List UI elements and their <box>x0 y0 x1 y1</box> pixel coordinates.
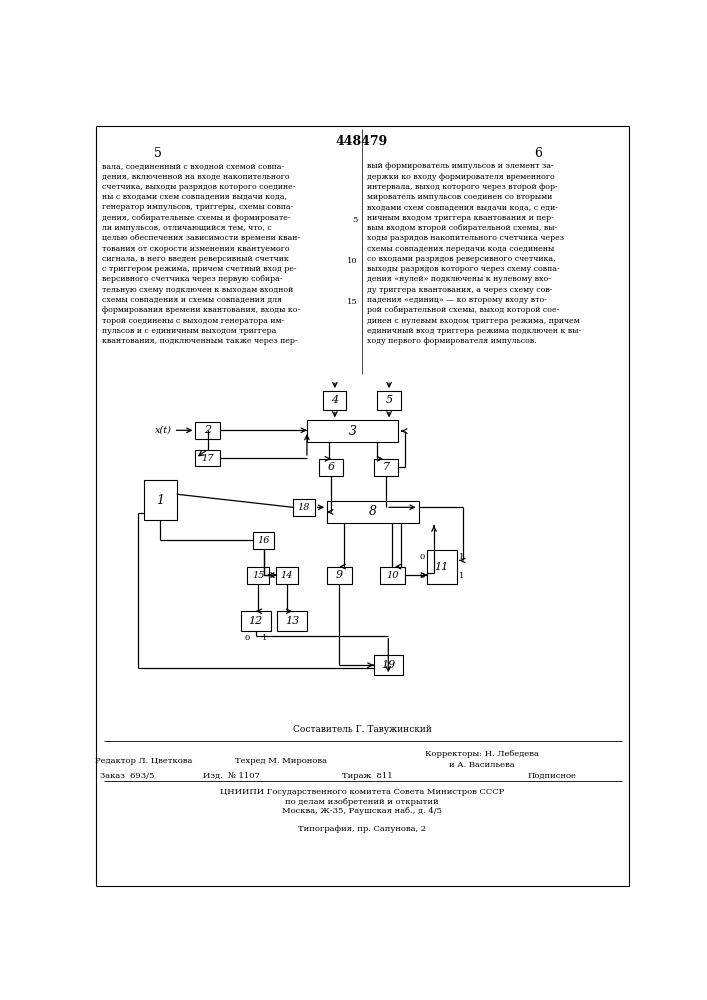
Text: 18: 18 <box>298 503 310 512</box>
Text: 2: 2 <box>204 425 211 435</box>
Text: 10: 10 <box>386 571 399 580</box>
Text: ЦНИИПИ Государственного комитета Совета Министров СССР: ЦНИИПИ Государственного комитета Совета … <box>220 788 504 796</box>
Bar <box>195 422 220 439</box>
Text: 15: 15 <box>252 571 264 580</box>
Text: 7: 7 <box>382 462 390 472</box>
Text: Типография, пр. Сапунова, 2: Типография, пр. Сапунова, 2 <box>298 825 426 833</box>
Text: 5: 5 <box>353 216 358 224</box>
Text: 6: 6 <box>327 462 334 472</box>
Text: 1: 1 <box>459 572 464 580</box>
Text: 15: 15 <box>347 298 358 306</box>
Bar <box>373 655 403 675</box>
Text: 9: 9 <box>336 570 343 580</box>
Text: 12: 12 <box>249 616 263 626</box>
Text: 5: 5 <box>154 147 162 160</box>
Text: Составитель Г. Тавужинский: Составитель Г. Тавужинский <box>293 725 431 734</box>
Text: 0: 0 <box>419 572 425 580</box>
Text: вый формирователь импульсов и элемент за-
держки ко входу формирователя временно: вый формирователь импульсов и элемент за… <box>368 162 581 345</box>
Text: 17: 17 <box>201 454 214 463</box>
Text: Заказ  693/5: Заказ 693/5 <box>100 772 154 780</box>
Bar <box>293 499 315 516</box>
Text: 16: 16 <box>257 536 270 545</box>
Text: Подписное: Подписное <box>527 772 576 780</box>
Bar <box>241 611 271 631</box>
Text: 3: 3 <box>349 425 356 438</box>
Text: 4: 4 <box>332 395 339 405</box>
Text: 13: 13 <box>285 616 299 626</box>
Text: по делам изобретений и открытий: по делам изобретений и открытий <box>285 798 439 806</box>
Bar <box>378 391 401 410</box>
Text: 0: 0 <box>419 553 425 561</box>
Bar <box>247 567 269 584</box>
Text: и А. Васильева: и А. Васильева <box>449 761 515 769</box>
Text: 1: 1 <box>262 634 267 642</box>
Text: Техред М. Миронова: Техред М. Миронова <box>235 757 327 765</box>
Bar <box>327 501 419 523</box>
Text: 1: 1 <box>156 494 165 507</box>
Text: 10: 10 <box>347 257 358 265</box>
Bar <box>323 391 346 410</box>
Text: Редактор Л. Цветкова: Редактор Л. Цветкова <box>95 757 193 765</box>
Text: 8: 8 <box>369 505 377 518</box>
Text: 11: 11 <box>435 562 449 572</box>
Bar <box>276 567 298 584</box>
Text: 0: 0 <box>245 634 250 642</box>
Text: 1: 1 <box>459 553 464 561</box>
Text: вала, соединенный с входной схемой совпа-
дения, включенной на входе накопительн: вала, соединенный с входной схемой совпа… <box>103 162 300 345</box>
Text: Тираж  811: Тираж 811 <box>342 772 392 780</box>
Text: x(t): x(t) <box>156 426 172 435</box>
Text: 6: 6 <box>534 147 542 160</box>
Text: Москва, Ж-35, Раушская наб., д. 4/5: Москва, Ж-35, Раушская наб., д. 4/5 <box>282 807 442 815</box>
Text: 19: 19 <box>381 660 395 670</box>
Bar <box>319 459 344 476</box>
Text: 448479: 448479 <box>336 135 388 148</box>
Bar <box>307 420 398 442</box>
Bar <box>427 550 457 584</box>
Bar <box>327 567 352 584</box>
Bar <box>373 459 398 476</box>
Bar <box>144 480 177 520</box>
Text: 5: 5 <box>385 395 392 405</box>
Text: Корректоры: Н. Лебедева: Корректоры: Н. Лебедева <box>425 750 539 758</box>
Bar <box>252 532 274 549</box>
Bar <box>195 450 220 466</box>
Text: Изд.  № 1107: Изд. № 1107 <box>204 772 260 780</box>
Text: 14: 14 <box>281 571 293 580</box>
Bar <box>277 611 307 631</box>
Bar <box>380 567 404 584</box>
